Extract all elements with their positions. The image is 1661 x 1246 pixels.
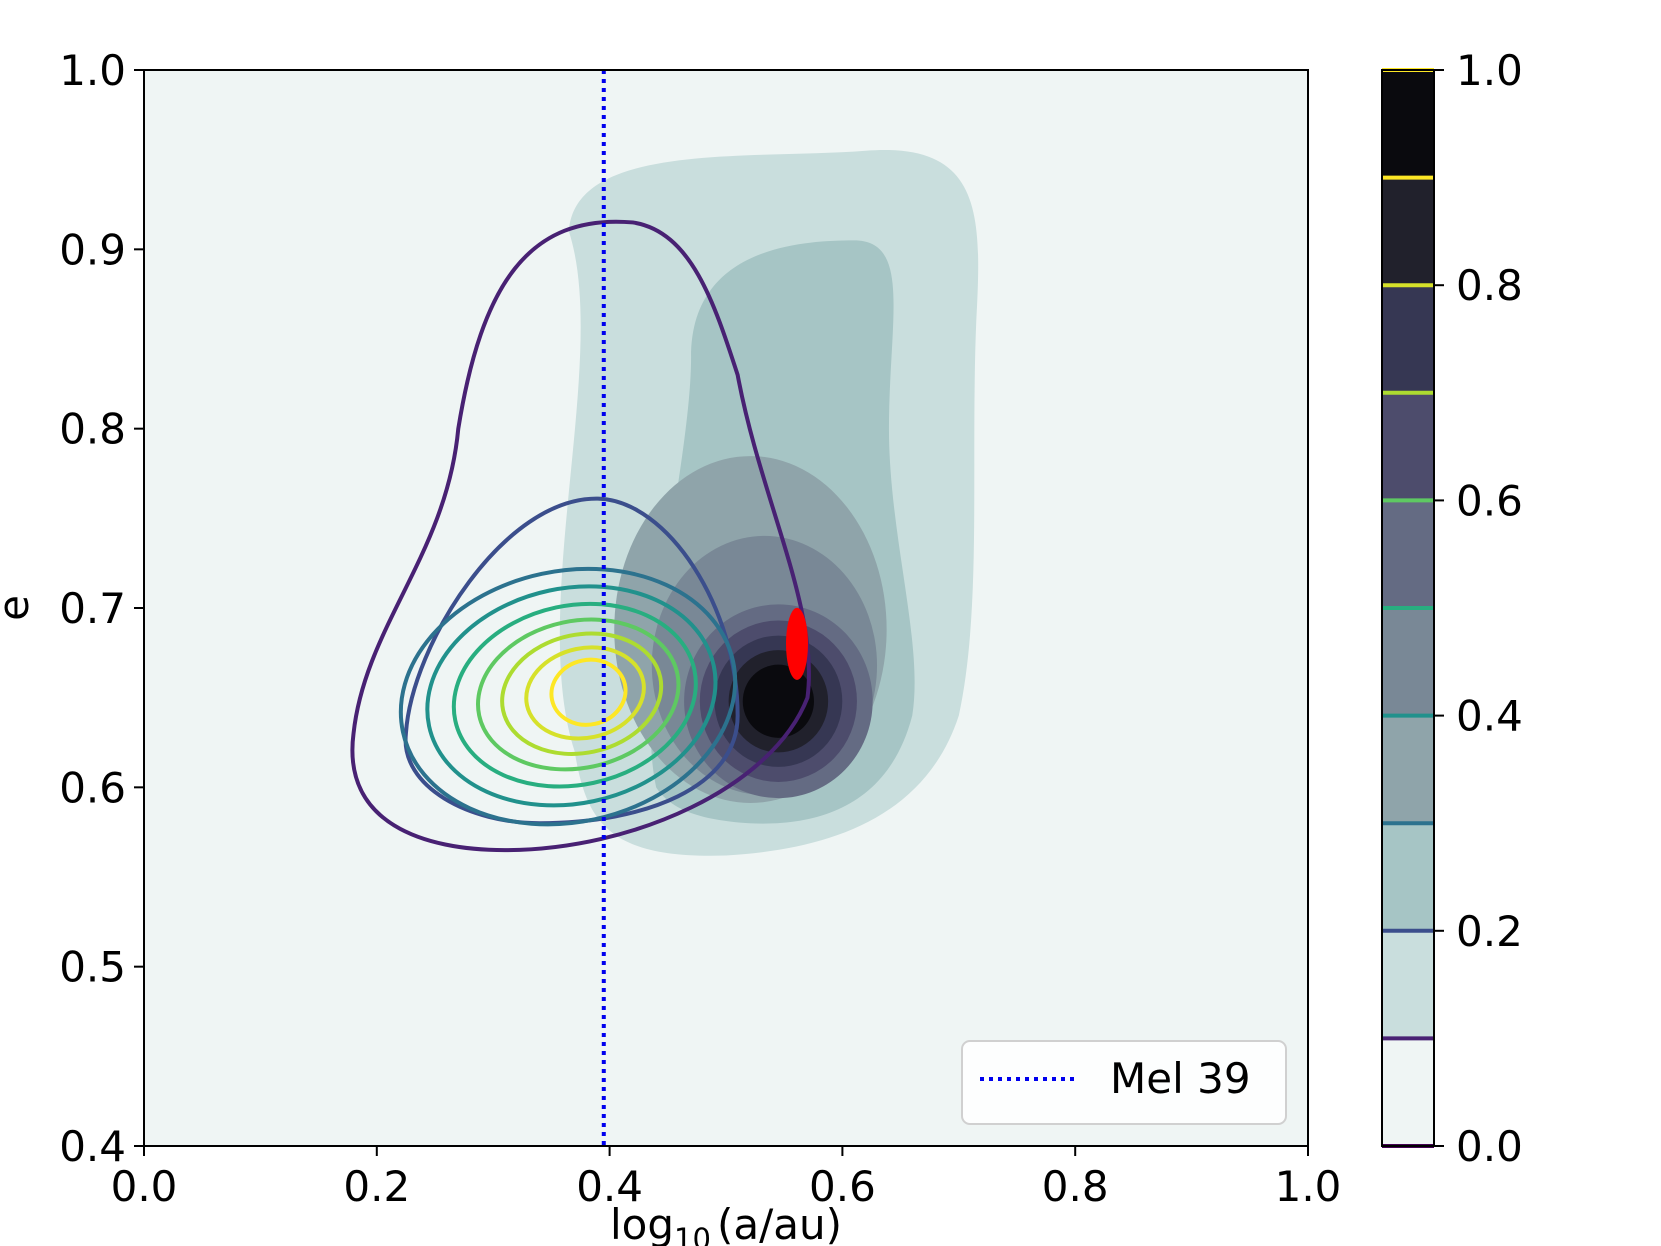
- colorbar-band: [1382, 608, 1434, 716]
- y-tick-label: 0.9: [59, 225, 126, 274]
- y-tick-label: 1.0: [59, 46, 126, 95]
- colorbar-tick-label: 0.8: [1456, 261, 1523, 310]
- colorbar-tick-label: 0.2: [1456, 907, 1523, 956]
- y-tick-label: 0.4: [59, 1122, 126, 1171]
- y-axis: 0.4 0.5 0.6 0.7 0.8 0.9 1.0: [59, 46, 144, 1171]
- colorbar-band: [1382, 70, 1434, 178]
- x-axis-label-subscript: 10: [674, 1222, 711, 1246]
- x-tick-label: 0.4: [576, 1162, 643, 1211]
- line-contour: [549, 657, 628, 727]
- line-contour: [451, 601, 698, 789]
- colorbar-band: [1382, 392, 1434, 501]
- line-density-contours: [350, 219, 811, 853]
- line-contour: [350, 219, 811, 853]
- filled-contour-level: [742, 664, 814, 738]
- colorbar-band: [1382, 715, 1434, 824]
- colorbar-frame: [1381, 69, 1435, 1147]
- y-axis-label: e: [0, 595, 38, 621]
- x-axis-label: log10 (a/au): [610, 1200, 842, 1246]
- colorbar-tick-label: 0.4: [1456, 692, 1523, 741]
- legend: Mel 39: [961, 1040, 1287, 1125]
- x-tick-label: 0.0: [111, 1162, 178, 1211]
- colorbar-band: [1382, 500, 1434, 608]
- y-tick-label: 0.8: [59, 405, 126, 454]
- x-tick-label: 0.6: [809, 1162, 876, 1211]
- line-contour: [425, 584, 718, 808]
- legend-box: [961, 1040, 1287, 1125]
- colorbar-band: [1382, 930, 1434, 1039]
- y-tick-label: 0.5: [59, 943, 126, 992]
- colorbar-band: [1382, 177, 1434, 286]
- x-axis: 0.0 0.2 0.4 0.6 0.8 1.0: [111, 1146, 1342, 1211]
- legend-entry-mel-39: Mel 39: [1110, 1054, 1251, 1103]
- y-tick-label: 0.7: [59, 584, 126, 633]
- colorbar-band: [1382, 1038, 1434, 1146]
- colorbar-band: [1382, 823, 1434, 931]
- marker-layer: [786, 607, 809, 680]
- y-tick-label: 0.6: [59, 763, 126, 812]
- line-contour: [524, 645, 646, 741]
- line-contour: [500, 631, 664, 756]
- colorbar-tick-label: 0.6: [1456, 476, 1523, 525]
- line-contour: [398, 566, 738, 827]
- colorbar: 0.0 0.2 0.4 0.6 0.8 1.0: [1381, 46, 1523, 1171]
- x-tick-label: 0.8: [1042, 1162, 1109, 1211]
- colorbar-tick-label: 0.0: [1456, 1122, 1523, 1171]
- red-marker: [786, 607, 809, 680]
- line-contour: [476, 617, 681, 772]
- x-tick-label: 0.2: [343, 1162, 410, 1211]
- colorbar-tick-label: 1.0: [1456, 46, 1523, 95]
- x-tick-label: 1.0: [1275, 1162, 1342, 1211]
- plot-area: [143, 69, 1309, 1147]
- colorbar-band: [1382, 285, 1434, 393]
